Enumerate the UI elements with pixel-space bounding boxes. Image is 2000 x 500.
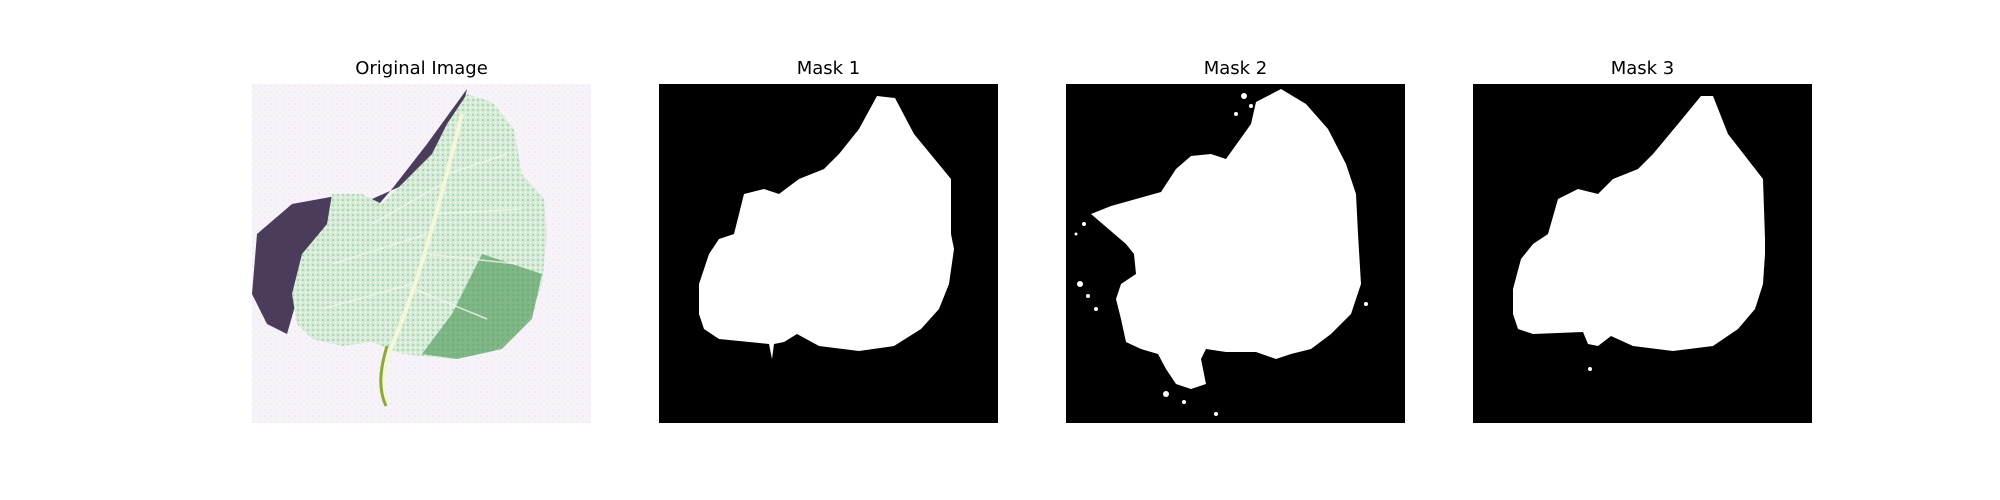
- mask-3: [1473, 84, 1812, 423]
- mask-2-foreground: [1091, 89, 1361, 389]
- mask-3-foreground: [1513, 96, 1765, 351]
- mask-2-title: Mask 2: [1203, 58, 1268, 79]
- mask-3-speck: [1588, 367, 1592, 371]
- mask-2: [1066, 84, 1405, 423]
- leaf-photo: [252, 84, 591, 423]
- mask-2-image: [1066, 84, 1405, 423]
- leaf-dark-region: [422, 254, 542, 359]
- mask-1-image: [659, 84, 998, 423]
- leaf-stem: [379, 345, 389, 407]
- mask-1-title: Mask 1: [796, 58, 861, 79]
- leaf-midrib: [381, 113, 464, 405]
- original-image-title: Original Image: [355, 58, 488, 79]
- mask-2-noise: [1074, 93, 1368, 416]
- mask-3-title: Mask 3: [1610, 58, 1675, 79]
- leaf-veins: [321, 153, 523, 320]
- mask-3-image: [1473, 84, 1812, 423]
- mask-1: [659, 84, 998, 423]
- mask-1-foreground: [699, 96, 954, 359]
- original-image: [252, 84, 591, 423]
